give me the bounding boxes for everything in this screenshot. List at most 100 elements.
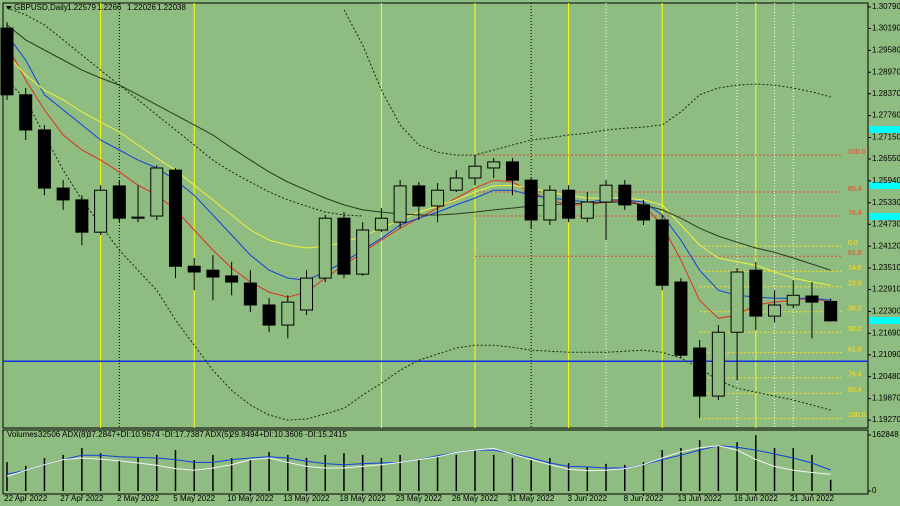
candle-body	[599, 184, 613, 203]
candle-body	[655, 219, 669, 286]
candle-body	[505, 161, 519, 181]
candle-body	[150, 167, 164, 217]
header-open: 1.22579	[67, 3, 96, 12]
x-tick-label: 21 Jun 2022	[790, 494, 835, 503]
candle-body	[168, 169, 182, 267]
candle-body	[468, 165, 482, 179]
fib-label: 38.2	[848, 306, 862, 313]
x-tick-label: 13 May 2022	[283, 494, 330, 503]
y-tick-label: 1.24730	[872, 219, 900, 228]
candle-body	[0, 27, 14, 96]
x-tick-label: 5 May 2022	[173, 494, 215, 503]
candle-body	[393, 185, 407, 223]
y-tick-label: 1.28370	[872, 89, 900, 98]
candle-body	[693, 347, 707, 397]
x-tick-label: 2 May 2022	[117, 494, 159, 503]
main-panel	[2, 2, 869, 429]
fib-label: 85.4	[848, 387, 862, 394]
candle-body	[131, 216, 145, 219]
volume-title: Volumes	[7, 430, 38, 439]
header-low: 1.22026	[127, 3, 156, 12]
y-tick-label: 1.25330	[872, 198, 900, 207]
adx-di: +DI:10.9674 -DI:17.7387	[116, 430, 204, 439]
y-tick-label: 1.19270	[872, 415, 900, 424]
y-tick-label: 1.27150	[872, 133, 900, 142]
adx-value: 37.2847	[87, 430, 116, 439]
y-tick-label: 1.22300	[872, 307, 900, 316]
candle-body	[786, 294, 800, 306]
adx-di: +DI:10.3606 -DI:15.2415	[259, 430, 347, 439]
y-tick-label: 1.23510	[872, 263, 900, 272]
x-tick-label: 8 Jun 2022	[624, 494, 664, 503]
y-tick-label: 1.21690	[872, 328, 900, 337]
fib-label: 61.8	[848, 250, 862, 257]
fib-label: 23.6	[848, 281, 862, 288]
x-tick-label: 26 May 2022	[452, 494, 499, 503]
x-tick-label: 27 Apr 2022	[60, 494, 104, 503]
y-tick-label: 1.19870	[872, 394, 900, 403]
candle-body	[730, 271, 744, 333]
x-tick-label: 16 Jun 2022	[734, 494, 779, 503]
y-tick-label: 1.28970	[872, 67, 900, 76]
y-tick-label: 1.30190	[872, 24, 900, 33]
header-high: 1.2266	[97, 3, 122, 12]
candle-body	[749, 269, 763, 317]
candle-body	[318, 217, 332, 279]
adx-value: 29.8494	[230, 430, 259, 439]
candle-body	[618, 184, 632, 206]
candle-body	[225, 275, 239, 283]
y-tick-label: 1.27760	[872, 111, 900, 120]
candle-body	[374, 217, 388, 231]
candle-body	[356, 229, 370, 275]
candle-body	[768, 304, 782, 317]
candle-body	[824, 300, 838, 322]
fib-label: 76.4	[848, 372, 862, 379]
y-tick-label: 1.29580	[872, 45, 900, 54]
candle-body	[636, 204, 650, 221]
y-tick-label: 1.30790	[872, 2, 900, 11]
candle-body	[524, 179, 538, 221]
indicator-line	[343, 9, 831, 156]
y-tick-label: 1.21090	[872, 350, 900, 359]
fib-label: 0.0	[848, 240, 858, 247]
y-tick-label: 1.24120	[872, 241, 900, 250]
chart-title: GBPUSD,Daily	[14, 3, 68, 12]
x-tick-label: 18 May 2022	[340, 494, 387, 503]
price-marker	[870, 126, 900, 133]
candle-body	[112, 185, 126, 219]
x-tick-label: 10 May 2022	[227, 494, 274, 503]
fib-label: 14.6	[848, 265, 862, 272]
candle-body	[75, 199, 89, 233]
candle-body	[711, 331, 725, 397]
adx-name: ADX(8)	[62, 430, 89, 439]
x-tick-label: 13 Jun 2022	[678, 494, 723, 503]
header-close: 1.22038	[157, 3, 186, 12]
candle-body	[56, 187, 70, 201]
menu-arrow[interactable]	[6, 6, 12, 10]
y-tick-label: 1.26550	[872, 154, 900, 163]
candle-body	[562, 189, 576, 219]
fib-label: 61.8	[848, 347, 862, 354]
volume-last: 32506	[38, 430, 61, 439]
fib-label: 100.0	[848, 149, 866, 156]
price-marker	[870, 213, 900, 220]
candle-body	[543, 189, 557, 221]
x-tick-label: 23 May 2022	[396, 494, 443, 503]
candle-body	[580, 201, 594, 219]
candle-body	[281, 301, 295, 326]
candle-body	[674, 281, 688, 356]
y-tick-label: 0	[872, 486, 877, 495]
y-tick-label: 1.25940	[872, 176, 900, 185]
fib-label: 76.4	[848, 210, 862, 217]
fib-label: 85.4	[848, 186, 862, 193]
y-tick-label: 1.22910	[872, 285, 900, 294]
candle-body	[262, 304, 276, 326]
indicator-line	[6, 79, 831, 421]
fib-label: 100.0	[848, 412, 866, 419]
candle-body	[243, 282, 257, 306]
fib-label: 50.0	[848, 326, 862, 333]
candle-body	[300, 277, 314, 311]
candle-body	[337, 217, 351, 275]
